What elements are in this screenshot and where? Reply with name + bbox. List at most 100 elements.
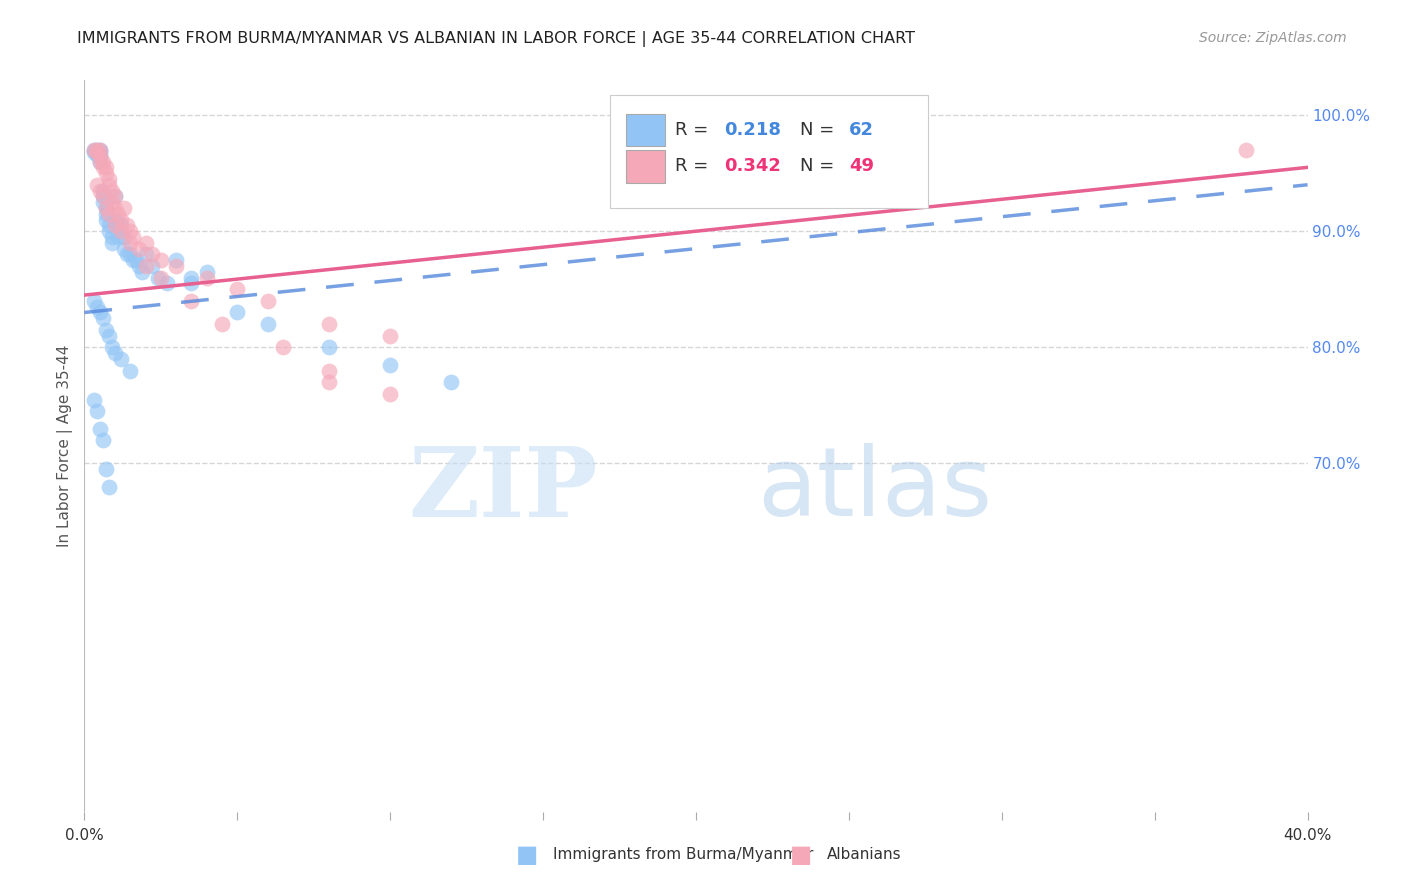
Point — [180, 293, 202, 308]
Point — [135, 259, 157, 273]
Point — [120, 235, 142, 250]
Text: 0.218: 0.218 — [724, 120, 782, 138]
Point — [128, 259, 150, 273]
Point — [440, 375, 463, 389]
Point — [120, 247, 142, 261]
Point — [97, 178, 120, 192]
Point — [89, 421, 111, 435]
Point — [115, 219, 138, 233]
Point — [101, 230, 124, 244]
Point — [122, 253, 145, 268]
Point — [91, 161, 114, 175]
Text: R =: R = — [675, 157, 714, 175]
Point — [97, 219, 120, 233]
Point — [120, 224, 142, 238]
Point — [89, 149, 111, 163]
Y-axis label: In Labor Force | Age 35-44: In Labor Force | Age 35-44 — [58, 345, 73, 547]
Point — [104, 219, 127, 233]
Point — [110, 219, 132, 233]
Point — [180, 270, 202, 285]
Point — [86, 300, 108, 314]
Point — [125, 253, 148, 268]
Point — [1236, 143, 1258, 157]
Point — [110, 351, 132, 366]
Point — [94, 201, 117, 215]
Point — [104, 201, 127, 215]
Point — [97, 172, 120, 186]
Text: atlas: atlas — [758, 443, 993, 536]
Point — [195, 270, 218, 285]
Point — [89, 154, 111, 169]
Point — [83, 143, 105, 157]
Point — [101, 195, 124, 210]
Point — [97, 207, 120, 221]
Point — [86, 178, 108, 192]
Point — [94, 201, 117, 215]
Point — [94, 462, 117, 476]
Point — [104, 189, 127, 203]
Point — [257, 293, 280, 308]
Point — [104, 189, 127, 203]
Point — [380, 358, 402, 372]
Point — [122, 230, 145, 244]
Text: Immigrants from Burma/Myanmar: Immigrants from Burma/Myanmar — [553, 847, 813, 862]
Point — [89, 184, 111, 198]
Point — [94, 207, 117, 221]
Point — [89, 143, 111, 157]
Point — [165, 259, 187, 273]
Point — [149, 253, 172, 268]
Point — [89, 305, 111, 319]
Point — [91, 189, 114, 203]
Point — [131, 265, 153, 279]
Text: 0.342: 0.342 — [724, 157, 780, 175]
Point — [115, 247, 138, 261]
Point — [110, 212, 132, 227]
Point — [318, 340, 340, 354]
Point — [94, 323, 117, 337]
Point — [107, 207, 129, 221]
Point — [104, 212, 127, 227]
Point — [89, 151, 111, 165]
Point — [271, 340, 294, 354]
Text: R =: R = — [675, 120, 714, 138]
Point — [226, 282, 249, 296]
Point — [195, 265, 218, 279]
Text: 49: 49 — [849, 157, 875, 175]
Point — [101, 184, 124, 198]
Point — [86, 143, 108, 157]
Text: Source: ZipAtlas.com: Source: ZipAtlas.com — [1199, 31, 1347, 45]
Point — [110, 224, 132, 238]
Text: N =: N = — [800, 120, 839, 138]
Point — [101, 340, 124, 354]
Point — [257, 317, 280, 331]
Point — [89, 149, 111, 163]
Point — [135, 235, 157, 250]
FancyBboxPatch shape — [626, 151, 665, 183]
Point — [89, 145, 111, 160]
Point — [226, 305, 249, 319]
Point — [380, 328, 402, 343]
Point — [141, 247, 163, 261]
Point — [97, 328, 120, 343]
Point — [104, 346, 127, 360]
Text: Albanians: Albanians — [827, 847, 901, 862]
Point — [318, 375, 340, 389]
Point — [107, 230, 129, 244]
Point — [141, 259, 163, 273]
Point — [97, 224, 120, 238]
Point — [149, 270, 172, 285]
Point — [86, 145, 108, 160]
Point — [91, 184, 114, 198]
Point — [120, 363, 142, 377]
Point — [180, 277, 202, 291]
Point — [94, 166, 117, 180]
Point — [83, 143, 105, 157]
Point — [318, 363, 340, 377]
Point — [91, 154, 114, 169]
Text: 62: 62 — [849, 120, 875, 138]
FancyBboxPatch shape — [626, 114, 665, 146]
Point — [101, 235, 124, 250]
Point — [112, 201, 135, 215]
FancyBboxPatch shape — [610, 95, 928, 209]
Text: ZIP: ZIP — [409, 443, 598, 537]
